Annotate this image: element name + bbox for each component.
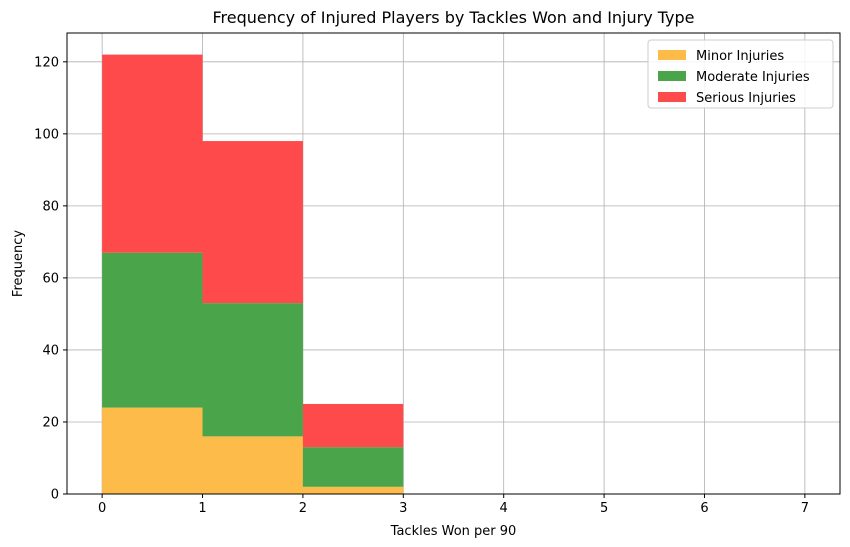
x-tick-label: 0 [98, 501, 106, 516]
bar-serious-injuries-bin-2 [302, 403, 404, 448]
y-tick-label: 40 [42, 343, 59, 358]
chart-title: Frequency of Injured Players by Tackles … [212, 8, 694, 27]
x-tick-label: 1 [198, 501, 206, 516]
bar-serious-injuries-bin-0 [102, 54, 203, 253]
y-tick-label: 120 [34, 55, 59, 70]
plot-frame [66, 32, 841, 495]
x-tick-label: 4 [500, 501, 508, 516]
legend: Minor Injuries Moderate Injuries Serious I… [647, 39, 834, 109]
bars [102, 54, 404, 494]
bar-moderate-injuries-bin-2 [302, 447, 404, 487]
y-tick-label: 60 [42, 271, 59, 286]
x-tick-label: 5 [600, 501, 608, 516]
legend-label: Serious Injuries [696, 91, 796, 106]
x-tick-label: 7 [801, 501, 809, 516]
x-tick-label: 3 [399, 501, 407, 516]
legend-box [647, 39, 834, 109]
legend-swatch [658, 92, 686, 102]
bar-serious-injuries-bin-1 [202, 141, 303, 304]
x-axis-label: Tackles Won per 90 [390, 524, 517, 539]
y-tick-label: 20 [42, 415, 59, 430]
bar-minor-injuries-bin-1 [202, 436, 303, 494]
y-axis-label: Frequency [11, 230, 26, 297]
x-tick-label: 2 [299, 501, 307, 516]
bar-moderate-injuries-bin-1 [202, 303, 303, 437]
axis-ticks: 0 1 2 3 4 5 6 7 0 20 40 60 80 100 120 [34, 55, 809, 516]
y-tick-label: 100 [34, 127, 59, 142]
bar-moderate-injuries-bin-0 [102, 252, 203, 408]
x-tick-label: 6 [700, 501, 708, 516]
legend-swatch [658, 50, 686, 60]
legend-label: Minor Injuries [696, 49, 784, 64]
y-tick-label: 80 [42, 199, 59, 214]
bar-minor-injuries-bin-0 [102, 407, 203, 494]
bar-minor-injuries-bin-2 [302, 486, 404, 494]
y-tick-label: 0 [51, 488, 59, 503]
legend-label: Moderate Injuries [696, 70, 810, 85]
legend-swatch [658, 71, 686, 81]
